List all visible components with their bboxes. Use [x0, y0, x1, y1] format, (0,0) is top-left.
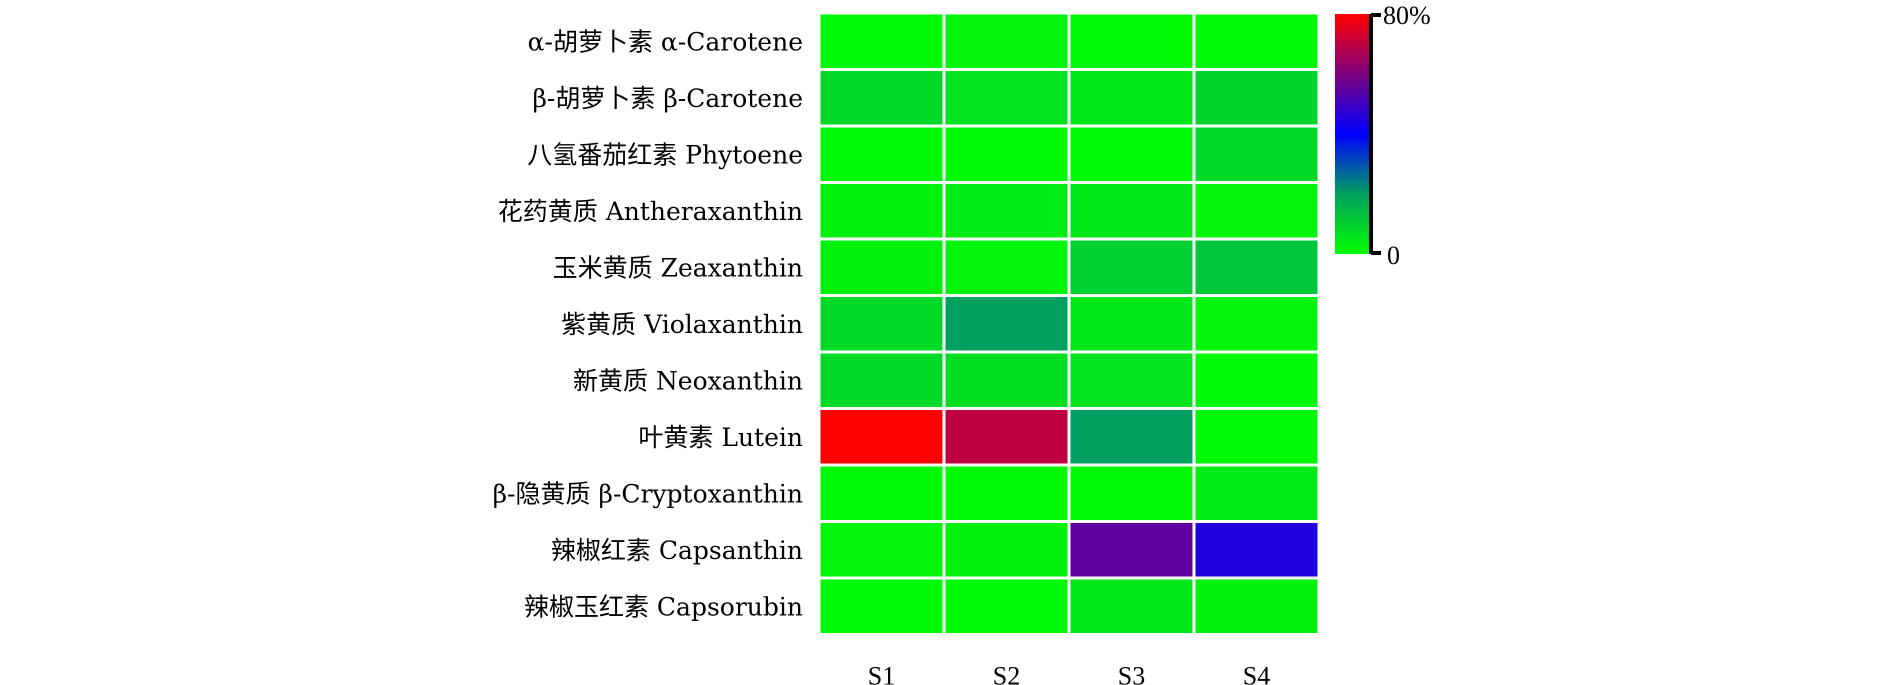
- column-label: S2: [993, 662, 1020, 685]
- row-label: β-隐黄质 β-Cryptoxanthin: [493, 479, 803, 508]
- heatmap-cell: [1070, 353, 1193, 407]
- heatmap-cell: [945, 184, 1068, 238]
- heatmap-cell: [1195, 579, 1318, 633]
- heatmap-cells: [819, 13, 1319, 635]
- heatmap-cell: [945, 579, 1068, 633]
- heatmap-cell: [1070, 71, 1193, 125]
- heatmap-cell: [945, 353, 1068, 407]
- row-label: 玉米黄质 Zeaxanthin: [553, 253, 803, 282]
- heatmap-cell: [1195, 127, 1318, 181]
- column-label: S1: [868, 662, 895, 685]
- heatmap-cell: [820, 14, 943, 68]
- heatmap-cell: [1195, 297, 1318, 351]
- row-label: 辣椒红素 Capsanthin: [551, 536, 803, 565]
- heatmap-cell: [820, 297, 943, 351]
- column-label: S3: [1118, 662, 1145, 685]
- heatmap-cell: [1070, 297, 1193, 351]
- heatmap-cell: [1070, 14, 1193, 68]
- heatmap-cell: [1070, 523, 1193, 577]
- heatmap-cell: [1070, 410, 1193, 464]
- row-label: 新黄质 Neoxanthin: [573, 366, 803, 395]
- heatmap-cell: [1195, 184, 1318, 238]
- column-label: S4: [1243, 662, 1270, 685]
- heatmap-cell: [820, 466, 943, 520]
- color-scale-min-label: 0: [1387, 241, 1400, 270]
- heatmap-cell: [945, 466, 1068, 520]
- row-label: 叶黄素 Lutein: [638, 423, 803, 452]
- heatmap-cell: [1195, 71, 1318, 125]
- color-scale-bar: [1335, 14, 1371, 254]
- heatmap-cell: [820, 353, 943, 407]
- heatmap-cell: [820, 127, 943, 181]
- color-scale-max-label: 80%: [1383, 1, 1431, 30]
- heatmap-cell: [1195, 14, 1318, 68]
- row-label: 辣椒玉红素 Capsorubin: [524, 592, 803, 621]
- row-label: α-胡萝卜素 α-Carotene: [528, 27, 803, 56]
- row-label: 紫黄质 Violaxanthin: [561, 310, 803, 339]
- row-labels: α-胡萝卜素 α-Carotene β-胡萝卜素 β-Carotene 八氢番茄红素…: [493, 27, 803, 621]
- heatmap-cell: [1070, 466, 1193, 520]
- heatmap-cell: [945, 410, 1068, 464]
- row-label: 花药黄质 Antheraxanthin: [498, 197, 803, 226]
- heatmap-cell: [1070, 240, 1193, 294]
- heatmap-cell: [820, 410, 943, 464]
- heatmap-cell: [820, 71, 943, 125]
- heatmap-cell: [945, 240, 1068, 294]
- row-label: 八氢番茄红素 Phytoene: [527, 140, 803, 169]
- heatmap-cell: [1195, 466, 1318, 520]
- heatmap-cell: [945, 127, 1068, 181]
- color-scale-legend: 80% 0: [1335, 1, 1431, 270]
- heatmap-cell: [1195, 240, 1318, 294]
- heatmap-cell: [820, 523, 943, 577]
- heatmap-cell: [820, 184, 943, 238]
- heatmap-cell: [945, 14, 1068, 68]
- column-labels: S1 S2 S3 S4: [868, 662, 1270, 685]
- heatmap-cell: [820, 240, 943, 294]
- heatmap-cell: [1070, 184, 1193, 238]
- row-label: β-胡萝卜素 β-Carotene: [532, 84, 803, 113]
- heatmap-cell: [1195, 523, 1318, 577]
- heatmap-cell: [945, 297, 1068, 351]
- heatmap-cell: [820, 579, 943, 633]
- heatmap-cell: [1195, 353, 1318, 407]
- heatmap-cell: [1070, 579, 1193, 633]
- heatmap-cell: [1070, 127, 1193, 181]
- heatmap-cell: [945, 523, 1068, 577]
- heatmap-cell: [1195, 410, 1318, 464]
- heatmap-cell: [945, 71, 1068, 125]
